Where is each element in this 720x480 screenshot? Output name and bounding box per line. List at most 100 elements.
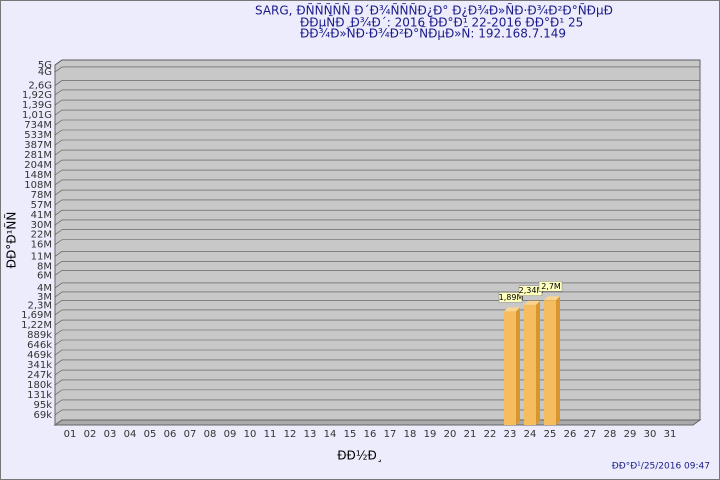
- grid-line: [54, 219, 700, 226]
- x-tick-label: 08: [204, 429, 217, 440]
- grid-line: [54, 59, 700, 66]
- x-tick-label: 27: [584, 429, 597, 440]
- grid-line: [54, 282, 700, 289]
- plot-floor: [53, 419, 702, 426]
- x-tick-label: 18: [404, 429, 417, 440]
- grid-line: [54, 169, 700, 176]
- y-tick-label: 4G: [38, 67, 52, 78]
- grid-line: [54, 209, 700, 216]
- x-axis-label: ÐÐ½Ð¸: [337, 449, 383, 463]
- grid-line: [54, 329, 700, 336]
- grid-line: [54, 179, 700, 186]
- y-tick-label: 22M: [31, 230, 52, 241]
- y-tick-label: 8M: [37, 261, 52, 272]
- y-tick-label: 734M: [24, 120, 52, 131]
- y-tick-label: 41M: [31, 210, 52, 221]
- y-tick-label: 4M: [37, 283, 52, 294]
- x-tick-label: 25: [544, 429, 557, 440]
- data-label: 2,7M: [541, 282, 561, 291]
- grid-line: [54, 199, 700, 206]
- y-tick-label: 889k: [27, 330, 52, 341]
- data-label: 2,34M: [519, 286, 544, 295]
- x-tick-label: 16: [364, 429, 377, 440]
- x-tick-label: 04: [124, 429, 137, 440]
- grid-line: [54, 80, 700, 86]
- y-tick-label: 1,39G: [22, 100, 52, 111]
- y-tick-label: 108M: [24, 180, 52, 191]
- grid-line: [54, 119, 700, 126]
- x-tick-label: 06: [164, 429, 177, 440]
- bar-top: [504, 307, 520, 312]
- bar-top: [544, 296, 560, 301]
- x-tick-label: 31: [664, 429, 677, 440]
- data-label-bg: [498, 292, 523, 303]
- y-tick-label: 1,92G: [22, 90, 52, 101]
- x-tick-label: 12: [284, 429, 297, 440]
- data-label: 1,89M: [499, 293, 524, 302]
- y-tick-label: 180k: [27, 380, 52, 391]
- y-tick-label: 341k: [27, 360, 52, 371]
- grid-line: [54, 349, 700, 356]
- grid-line: [54, 229, 700, 235]
- grid-line: [54, 139, 700, 146]
- grid-line: [54, 409, 700, 416]
- x-tick-label: 09: [224, 429, 237, 440]
- grid-line: [54, 261, 700, 267]
- bar-side: [516, 307, 520, 425]
- grid-line: [54, 369, 700, 376]
- x-tick-label: 11: [264, 429, 277, 440]
- y-tick-label: 281M: [24, 150, 52, 161]
- y-tick-label: 6M: [37, 270, 52, 281]
- bar-side: [536, 300, 540, 425]
- bar: [544, 300, 556, 425]
- grid-line: [54, 299, 700, 306]
- x-tick-label: 03: [104, 429, 117, 440]
- grid-line: [54, 269, 700, 276]
- bar-side: [556, 296, 560, 425]
- y-tick-label: 3M: [37, 292, 52, 303]
- bar: [524, 304, 536, 425]
- grid-line: [54, 189, 700, 196]
- grid-line: [54, 319, 700, 326]
- x-tick-label: 05: [144, 429, 157, 440]
- x-tick-label: 01: [64, 429, 77, 440]
- bar: [504, 311, 516, 425]
- grid-line: [54, 291, 700, 298]
- grid-line: [54, 399, 700, 406]
- grid-line: [54, 129, 700, 136]
- grid-line: [54, 109, 700, 116]
- x-tick-label: 22: [484, 429, 497, 440]
- y-tick-label: 1,22M: [21, 320, 52, 331]
- grid-line: [54, 359, 700, 366]
- x-tick-label: 24: [524, 429, 537, 440]
- y-tick-label: 1,69M: [21, 310, 52, 321]
- grid-line: [54, 389, 700, 396]
- y-tick-label: 533M: [24, 130, 52, 141]
- y-tick-label: 204M: [24, 160, 52, 171]
- x-tick-label: 14: [324, 429, 337, 440]
- grid-line: [54, 379, 700, 386]
- footer: ÐÐ°Ð¹/25/2016 09:47: [612, 462, 710, 472]
- x-tick-label: 17: [384, 429, 397, 440]
- chart-subtitle: ÐÐ¾Ð»ÑÐ·Ð¾Ð²Ð°ÑÐµÐ»Ñ: 192.168.7.149: [300, 26, 566, 41]
- x-tick-label: 07: [184, 429, 197, 440]
- grid-line: [54, 159, 700, 166]
- grid-line: [54, 251, 700, 257]
- y-tick-label: 131k: [27, 390, 52, 401]
- y-axis-label: ÐÐ°Ð¹ÑÑ: [4, 212, 19, 269]
- x-tick-label: 02: [84, 429, 97, 440]
- x-tick-label: 26: [564, 429, 577, 440]
- grid-line: [54, 89, 700, 96]
- y-tick-label: 247k: [27, 370, 52, 381]
- y-tick-label: 5G: [38, 60, 52, 71]
- grid-line: [54, 149, 700, 156]
- x-tick-label: 19: [424, 429, 437, 440]
- x-tick-label: 23: [504, 429, 517, 440]
- grid-line: [54, 339, 700, 346]
- x-tick-label: 20: [444, 429, 457, 440]
- x-tick-label: 21: [464, 429, 477, 440]
- x-tick-label: 30: [644, 429, 657, 440]
- y-tick-label: 69k: [33, 410, 52, 421]
- y-tick-label: 2,3M: [27, 300, 52, 311]
